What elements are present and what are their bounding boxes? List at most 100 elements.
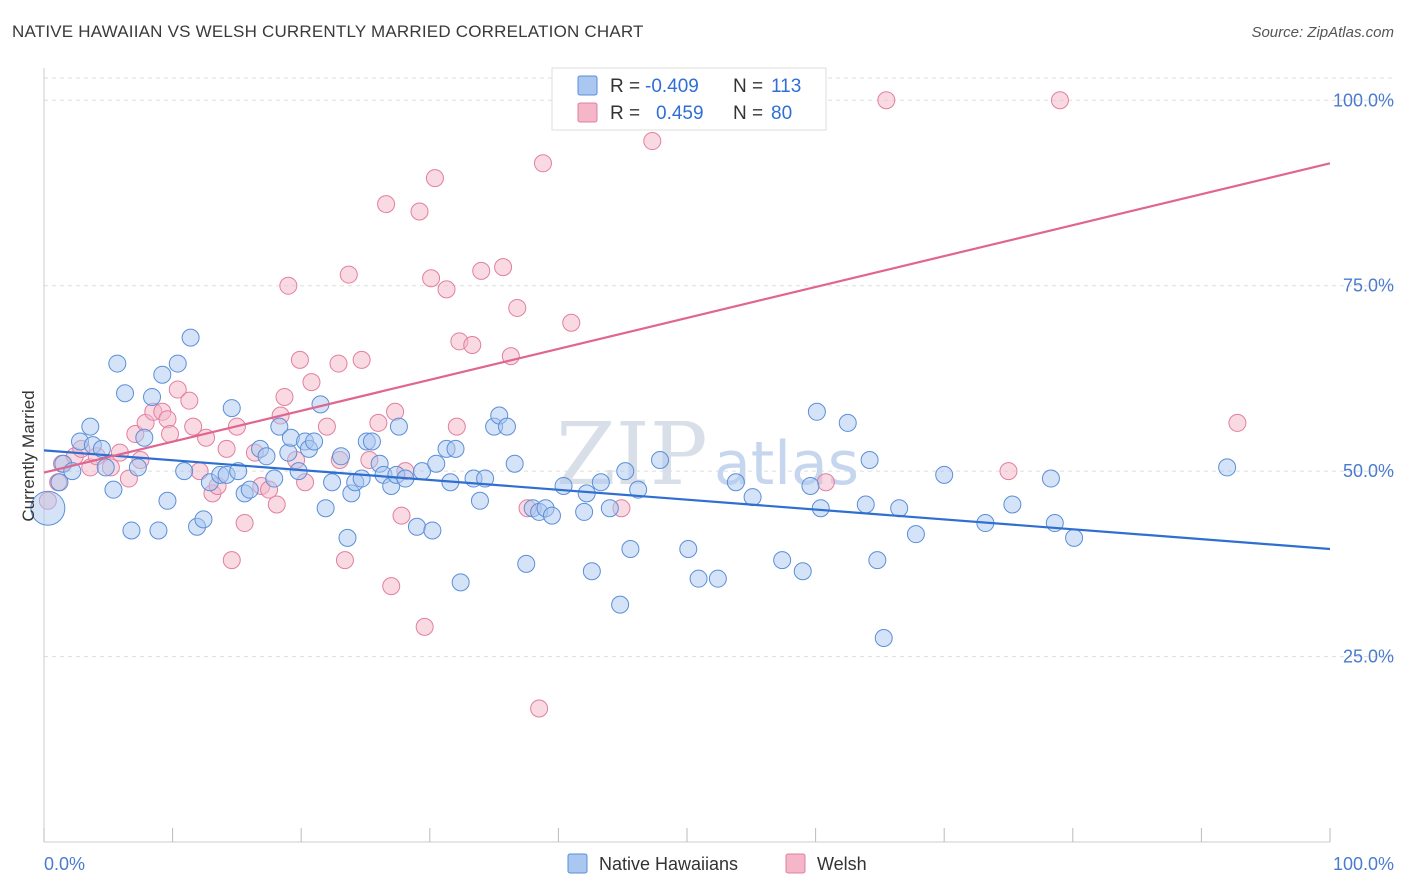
native-hawaiian-point (229, 462, 248, 481)
welsh-point (369, 413, 388, 432)
native-hawaiian-point (793, 562, 812, 581)
native-hawaiian-point (517, 554, 536, 573)
native-hawaiian-point (811, 499, 830, 518)
native-hawaiian-point (650, 451, 669, 469)
legend-n-value-pink: 80 (771, 103, 792, 124)
native-hawaiian-point (257, 447, 276, 466)
welsh-point (463, 336, 482, 355)
native-hawaiian-point (906, 525, 925, 544)
native-hawaiian-point (128, 458, 147, 477)
native-hawaiian-points (30, 328, 1237, 648)
series-legend-label-pink: Welsh (817, 854, 867, 874)
native-hawaiian-point (1041, 469, 1060, 488)
x-tick-label-min: 0.0% (44, 854, 85, 874)
welsh-point (339, 265, 358, 284)
native-hawaiian-point (305, 432, 324, 451)
native-hawaiian-point (338, 528, 357, 547)
native-hawaiian-point (807, 402, 826, 421)
axes-layer (43, 68, 1331, 843)
trend-line-welsh (43, 162, 1331, 474)
native-hawaiian-point (427, 454, 446, 473)
legend-r-label-pink: R = (610, 103, 640, 124)
native-hawaiian-point (708, 569, 727, 588)
welsh-point (386, 402, 405, 421)
welsh-point (437, 280, 456, 299)
y-tick-label: 75.0% (1343, 276, 1394, 296)
native-hawaiian-point (270, 417, 289, 436)
native-hawaiian-point (143, 387, 162, 406)
native-hawaiian-point (50, 473, 69, 492)
welsh-point (643, 132, 662, 151)
native-hawaiian-point (868, 551, 887, 570)
native-hawaiian-point (92, 439, 111, 458)
native-hawaiian-point (323, 473, 342, 492)
welsh-point (494, 258, 513, 277)
legend-r-value-blue: -0.409 (645, 76, 699, 97)
native-hawaiian-point (856, 495, 875, 514)
welsh-point (415, 617, 434, 636)
legend-r-value-pink: 0.459 (656, 103, 704, 124)
welsh-point (352, 350, 371, 369)
welsh-point (302, 373, 321, 392)
native-hawaiian-point (554, 476, 573, 495)
native-hawaiian-point (122, 521, 141, 540)
welsh-point (508, 298, 527, 317)
native-hawaiian-point (116, 384, 135, 403)
native-hawaiian-point (874, 629, 893, 648)
welsh-point (184, 417, 203, 436)
source-label: Source: ZipAtlas.com (1251, 24, 1394, 41)
welsh-point (999, 462, 1018, 481)
welsh-point (816, 473, 835, 492)
native-hawaiian-point (135, 428, 154, 447)
legend-n-label-blue: N = (733, 76, 763, 97)
native-hawaiian-point (423, 521, 442, 540)
native-hawaiian-point (30, 490, 66, 526)
native-hawaiian-point (621, 540, 640, 559)
y-tick-label: 50.0% (1343, 461, 1394, 481)
welsh-point (410, 202, 429, 221)
native-hawaiian-point (240, 480, 259, 499)
native-hawaiian-point (158, 491, 177, 510)
native-hawaiian-point (1065, 528, 1084, 547)
native-hawaiian-point (505, 454, 524, 473)
welsh-point (180, 391, 199, 410)
welsh-point (329, 354, 348, 373)
y-tick-labels: 25.0% 50.0% 75.0% 100.0% (1333, 90, 1394, 666)
native-hawaiian-point (470, 491, 489, 510)
welsh-point (562, 313, 581, 332)
native-hawaiian-point (591, 473, 610, 492)
native-hawaiian-point (175, 462, 194, 481)
native-hawaiian-point (679, 540, 698, 559)
welsh-point (447, 417, 466, 436)
native-hawaiian-point (1218, 458, 1237, 477)
welsh-point (158, 410, 177, 429)
native-hawaiian-point (316, 499, 335, 518)
welsh-point (235, 514, 254, 533)
native-hawaiian-point (616, 462, 635, 481)
welsh-point (1228, 413, 1247, 432)
native-hawaiian-point (497, 417, 516, 436)
native-hawaiian-point (265, 469, 284, 488)
series-legend-label-blue: Native Hawaiians (599, 854, 738, 874)
native-hawaiian-point (81, 417, 100, 436)
native-hawaiian-point (773, 551, 792, 570)
native-hawaiian-point (446, 439, 465, 458)
native-hawaiian-point (194, 510, 213, 529)
welsh-point (422, 269, 441, 288)
welsh-point (168, 380, 187, 399)
welsh-point (377, 195, 396, 214)
welsh-point (392, 506, 411, 525)
welsh-point (217, 439, 236, 458)
y-axis-title: Currently Married (19, 390, 38, 521)
welsh-point (877, 91, 896, 110)
trend-line-native-hawaiians (43, 449, 1331, 551)
native-hawaiian-point (935, 465, 954, 484)
welsh-point (267, 495, 286, 514)
native-hawaiian-point (575, 502, 594, 521)
native-hawaiian-point (726, 473, 745, 492)
welsh-point (335, 551, 354, 570)
welsh-point (1050, 91, 1069, 110)
native-hawaiian-point (838, 413, 857, 432)
native-hawaiian-point (582, 562, 601, 581)
native-hawaiian-point (890, 499, 909, 518)
